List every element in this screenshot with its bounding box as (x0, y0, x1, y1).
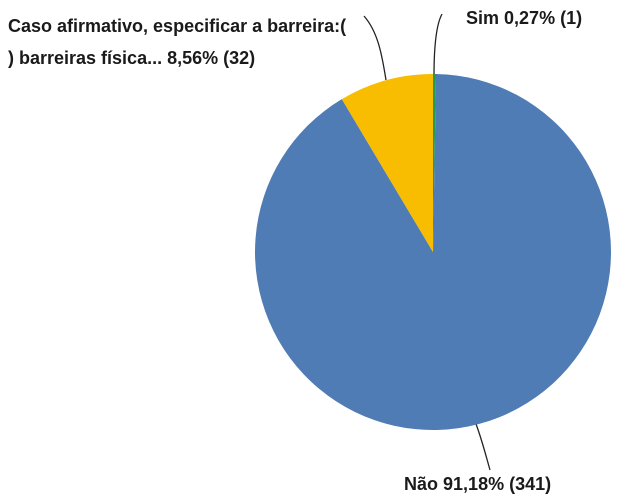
category: Não (404, 474, 439, 494)
leader-lines (363, 13, 491, 471)
value-label: 91,18% (341) (443, 474, 552, 494)
pie-slice (433, 74, 437, 252)
value-label: 0,27% (1) (504, 8, 583, 28)
slice-label: Não 91,18% (341) (404, 474, 551, 495)
leader-line (433, 13, 443, 77)
pie-slice (255, 74, 611, 431)
category: Caso afirmativo, especificar a barreira:… (8, 16, 347, 68)
leader-line (363, 15, 387, 81)
slice-label: Sim 0,27% (1) (466, 8, 582, 29)
value-label: 8,56% (32) (167, 48, 256, 68)
pie-slice (341, 74, 433, 252)
slice-label: Caso afirmativo, especificar a barreira:… (8, 10, 348, 74)
category: Sim (466, 8, 500, 28)
leader-line (475, 423, 491, 471)
